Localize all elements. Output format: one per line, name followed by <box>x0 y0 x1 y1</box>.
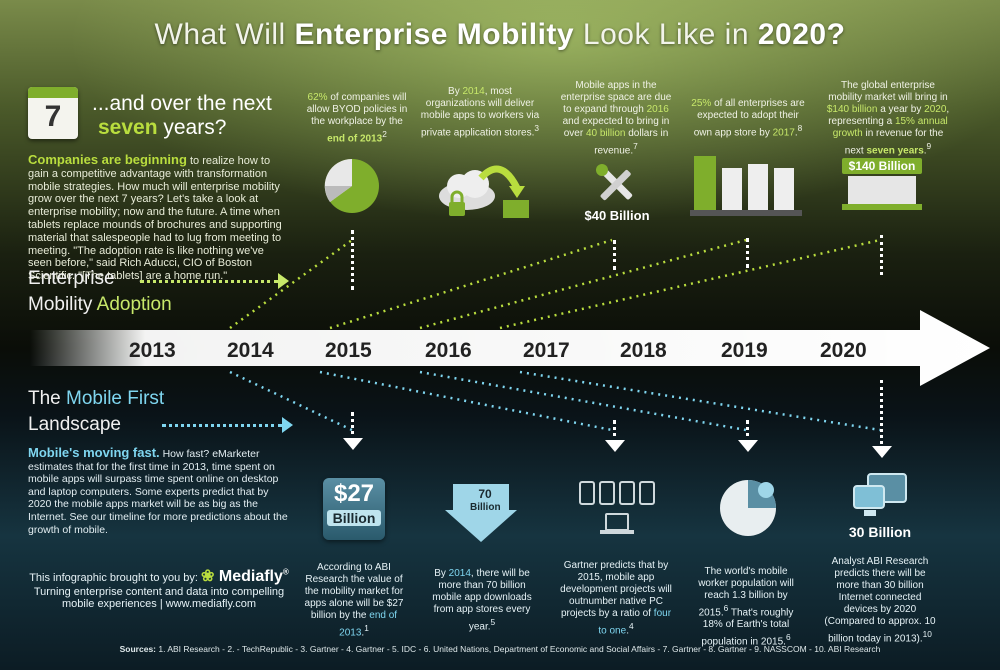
year-2018: 2018 <box>620 339 667 362</box>
down-arrow-2015-icon <box>343 438 363 450</box>
tools-icon <box>596 164 633 201</box>
year-2020: 2020 <box>820 339 867 362</box>
year-2019: 2019 <box>721 339 768 362</box>
connector-2019-top <box>746 238 749 268</box>
devices-30-billion-badge: 30 Billion <box>848 524 912 540</box>
connector-2015-bottom <box>351 412 354 442</box>
connector-2015-top <box>351 230 354 290</box>
fact-2020-text: The global enterprise mobility market wi… <box>826 80 950 157</box>
mediafly-logo: ❀ Mediafly® <box>201 567 289 585</box>
connector-2019-bottom <box>746 420 749 444</box>
calendar-icon: 7 <box>28 87 78 139</box>
down-arrow-2019-icon <box>738 440 758 452</box>
year-2017: 2017 <box>523 339 570 362</box>
year-2014: 2014 <box>227 339 274 362</box>
page-title: What Will Enterprise Mobility Look Like … <box>154 18 846 51</box>
downloads-arrow-icon <box>445 484 517 542</box>
app-stores-icon <box>690 156 802 216</box>
fact-2015-text: 62% of companies will allow BYOD policie… <box>306 92 408 145</box>
mobile-dotted-line <box>162 424 282 427</box>
mobile-arrow-icon <box>282 417 293 433</box>
fact-bottom-2016-text: By 2014, there will be more than 70 bill… <box>432 568 532 633</box>
cloud-app-store-icon <box>439 165 529 218</box>
headline: ...and over the next seven years? <box>92 92 272 139</box>
apps-27-billion-badge: $27 Billion <box>323 478 385 540</box>
fact-2016-text: By 2014, most organizations will deliver… <box>420 86 540 139</box>
year-2016: 2016 <box>425 339 472 362</box>
fact-bottom-2018-text: Gartner predicts that by 2015, mobile ap… <box>560 560 672 637</box>
timeline-arrow <box>30 310 990 386</box>
adoption-arrow-icon <box>278 273 289 289</box>
fact-bottom-2020-text: Analyst ABI Research predicts there will… <box>824 556 936 645</box>
globe-icon <box>720 480 776 536</box>
fact-bottom-2019-text: The world's mobile worker population wil… <box>698 566 794 648</box>
devices-icon <box>579 481 655 534</box>
fact-2018-text: Mobile apps in the enterprise space are … <box>560 80 672 157</box>
year-2013: 2013 <box>129 339 176 362</box>
brought-by: This infographic brought to you by: ❀ Me… <box>29 567 289 610</box>
connector-2018-bottom <box>613 420 616 444</box>
fact-bottom-2015-text: According to ABI Research the value of t… <box>304 562 404 639</box>
sources-footer: Sources: 1. ABI Research - 2. - TechRepu… <box>119 644 881 654</box>
adoption-dotted-line <box>140 280 278 283</box>
connected-devices-icon <box>853 473 907 516</box>
connector-2018-top <box>613 240 616 270</box>
connector-2020-top <box>880 235 883 275</box>
down-arrow-2018-icon <box>605 440 625 452</box>
market-stall-icon: $140 Billion <box>842 158 922 212</box>
fact-2019-text: 25% of all enterprises are expected to a… <box>691 98 805 139</box>
mobile-first-heading: The Mobile First Landscape <box>28 388 165 435</box>
connector-2020-bottom <box>880 380 883 450</box>
market-140-billion-sign: $140 Billion <box>842 158 922 174</box>
year-2015: 2015 <box>325 339 372 362</box>
mobile-intro-paragraph: Mobile's moving fast. How fast? eMarkete… <box>28 445 288 536</box>
revenue-40-billion-badge: $40 Billion <box>584 208 650 223</box>
pie-chart-icon <box>324 158 379 213</box>
down-arrow-2020-icon <box>872 446 892 458</box>
downloads-70-billion-badge: 70 Billion <box>470 487 501 514</box>
intro-paragraph: Companies are beginning to realize how t… <box>28 152 282 283</box>
adoption-heading: Enterprise Mobility Adoption <box>28 268 172 315</box>
